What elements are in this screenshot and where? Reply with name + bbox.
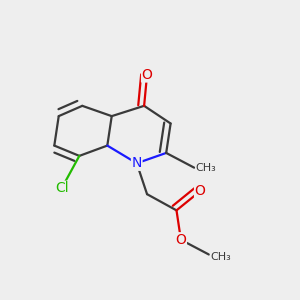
- Text: O: O: [176, 233, 186, 247]
- Text: O: O: [142, 68, 152, 82]
- Text: N: N: [132, 156, 142, 170]
- Text: CH₃: CH₃: [196, 163, 216, 173]
- Text: O: O: [195, 184, 206, 198]
- Text: CH₃: CH₃: [210, 253, 231, 262]
- Text: Cl: Cl: [55, 181, 68, 195]
